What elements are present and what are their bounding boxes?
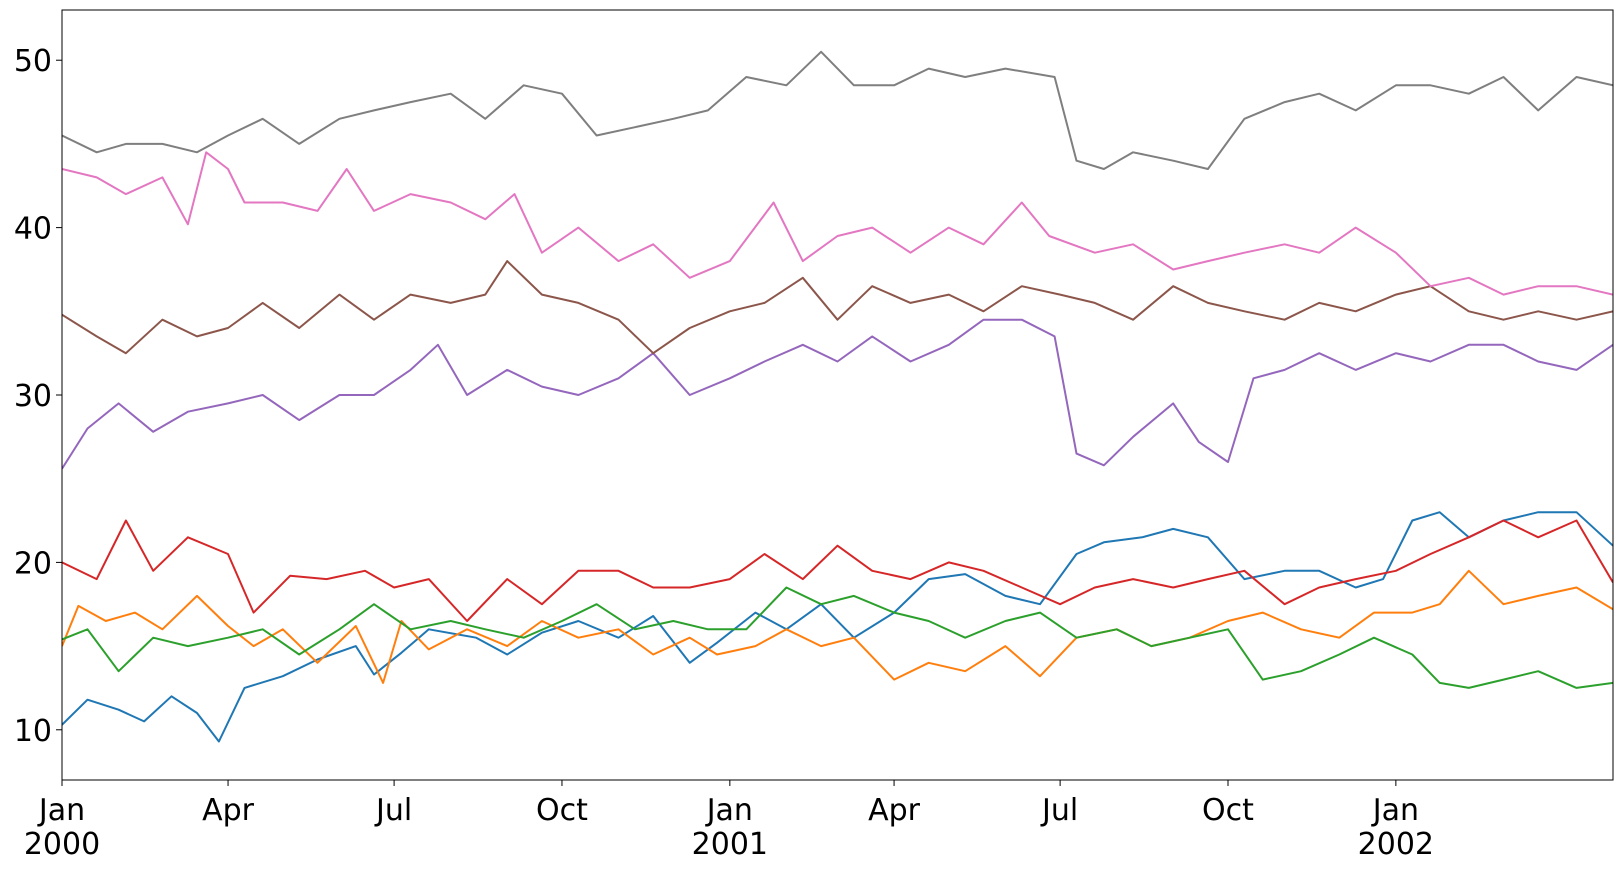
y-tick-label-1: 10 [14, 714, 52, 749]
y-tick-label-3: 30 [14, 379, 52, 414]
series-line-6 [62, 260, 1613, 355]
x-tick-label-9: Jan [1371, 793, 1419, 828]
x-tick-label-2: Apr [202, 793, 255, 828]
series-line-8 [62, 50, 1613, 170]
x-tick-year-label-1: 2000 [24, 827, 100, 862]
x-tick-year-label-9: 2002 [1358, 827, 1434, 862]
x-tick-label-6: Apr [868, 793, 921, 828]
y-tick-label-4: 40 [14, 212, 52, 247]
x-tick-label-7: Jul [1040, 793, 1078, 828]
y-tick-label-2: 20 [14, 546, 52, 581]
series-line-1 [62, 511, 1613, 743]
series-line-7 [62, 151, 1613, 296]
series-line-4 [62, 519, 1613, 622]
series-layer [62, 50, 1613, 743]
y-tick-label-5: 50 [14, 44, 52, 79]
x-tick-label-5: Jan [705, 793, 753, 828]
x-tick-label-3: Jul [374, 793, 412, 828]
series-line-5 [62, 318, 1613, 470]
x-tick-label-4: Oct [536, 793, 588, 828]
y-axis: 10 20 30 40 50 [14, 44, 62, 749]
x-tick-label-1: Jan [37, 793, 85, 828]
series-line-2 [62, 569, 1613, 684]
x-tick-year-label-5: 2001 [692, 827, 768, 862]
plot-frame [61, 9, 1614, 781]
series-line-3 [62, 586, 1613, 689]
x-tick-label-8: Oct [1202, 793, 1254, 828]
